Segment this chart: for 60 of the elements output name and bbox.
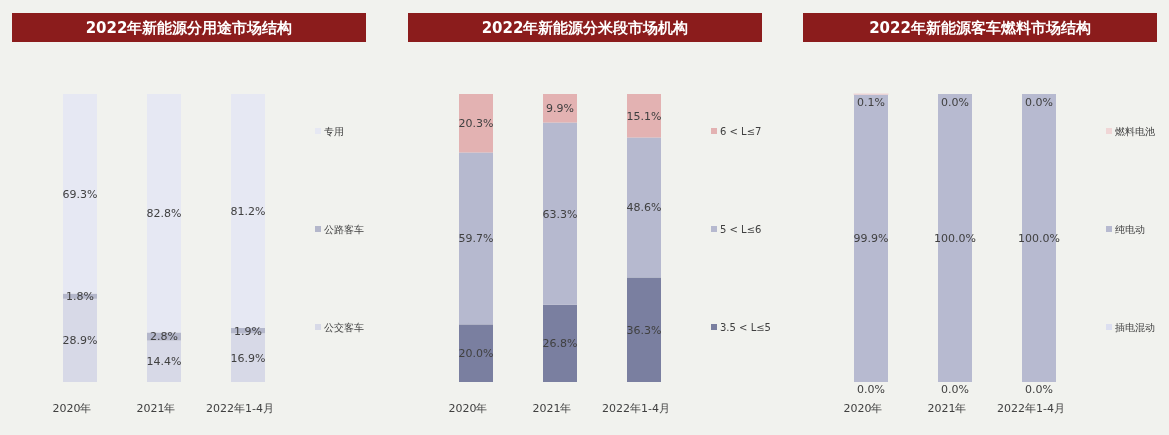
bar [627, 137, 661, 278]
data-label: 26.8% [542, 337, 578, 351]
x-tick-label: 2022年1-4月 [997, 402, 1065, 415]
bar [543, 304, 577, 382]
data-label: 15.1% [626, 109, 662, 123]
data-label: 0.0% [857, 383, 885, 396]
bar [627, 94, 661, 138]
data-label: 99.9% [853, 232, 889, 246]
data-label: 63.3% [542, 207, 578, 221]
legend-label: 专用 [324, 126, 344, 137]
data-label: 82.8% [146, 207, 182, 221]
chart-title: 2022年新能源分用途市场结构 [85, 19, 293, 37]
data-label: 1.9% [234, 324, 262, 338]
data-label: 0.0% [941, 96, 969, 109]
data-label: 36.3% [626, 323, 662, 337]
data-label: 100.0% [934, 232, 976, 245]
data-label: 0.0% [1025, 96, 1053, 109]
bar [543, 122, 577, 305]
data-label: 28.9% [62, 334, 98, 348]
legend-label: 插电混动 [1115, 322, 1155, 333]
data-label: 1.8% [66, 290, 94, 304]
bar [459, 324, 493, 382]
legend-label: 6 < L≤7 [720, 126, 762, 137]
bar [459, 94, 493, 153]
data-label: 2.8% [150, 330, 178, 344]
x-tick-label: 2022年1-4月 [602, 402, 670, 415]
data-label: 9.9% [546, 102, 574, 116]
data-label: 59.7% [458, 232, 494, 246]
data-label: 48.6% [626, 201, 662, 215]
data-label: 0.0% [1025, 383, 1053, 396]
chart-title: 2022年新能源客车燃料市场结构 [869, 19, 1091, 37]
data-label: 20.3% [458, 117, 494, 131]
legend-label: 5 < L≤6 [720, 224, 762, 235]
x-tick-label: 2021年 [532, 402, 572, 415]
legend-label: 3.5 < L≤5 [720, 322, 771, 333]
bar [63, 298, 97, 382]
x-tick-label: 2022年1-4月 [206, 402, 274, 415]
x-tick-label: 2020年 [448, 402, 488, 415]
x-tick-label: 2020年 [52, 402, 92, 415]
data-label: 14.4% [146, 355, 182, 369]
x-tick-label: 2021年 [136, 402, 176, 415]
data-label: 69.3% [62, 187, 98, 201]
legend-label: 燃料电池 [1115, 126, 1155, 137]
bar [459, 152, 493, 325]
bar [231, 94, 265, 328]
data-label: 20.0% [458, 347, 494, 361]
data-label: 0.0% [941, 383, 969, 396]
legend-label: 公交客车 [324, 322, 364, 333]
x-tick-label: 2021年 [927, 402, 967, 415]
data-label: 81.2% [230, 204, 266, 218]
data-label: 16.9% [230, 351, 266, 365]
legend-label: 纯电动 [1115, 224, 1145, 235]
chart-title: 2022年新能源分米段市场机构 [481, 19, 689, 37]
bar [147, 94, 181, 333]
data-label: 100.0% [1018, 232, 1060, 245]
bar [63, 94, 97, 294]
x-tick-label: 2020年 [843, 402, 883, 415]
data-label: 0.1% [857, 96, 885, 109]
bar [627, 277, 661, 382]
legend-label: 公路客车 [324, 224, 364, 235]
